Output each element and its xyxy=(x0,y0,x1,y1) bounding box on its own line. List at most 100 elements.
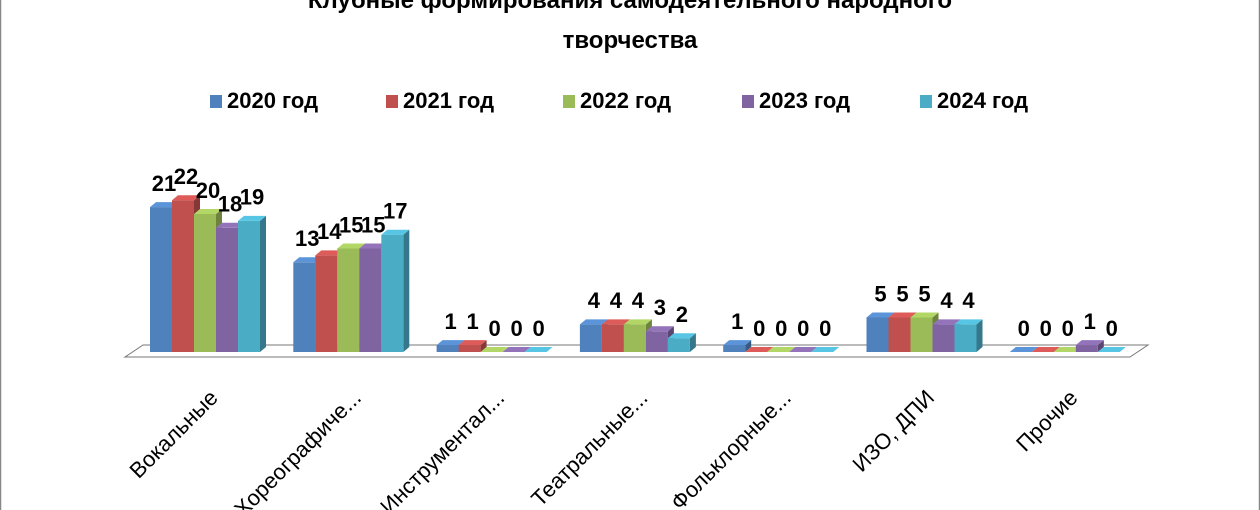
bar-top xyxy=(645,326,674,332)
data-label: 4 xyxy=(632,288,645,313)
bar-top xyxy=(1075,340,1104,346)
bar xyxy=(150,207,172,352)
data-label: 5 xyxy=(896,281,908,306)
bar xyxy=(623,324,646,352)
x-tick-label: Театральные... xyxy=(526,385,652,510)
bar xyxy=(667,338,690,352)
bar xyxy=(436,345,459,352)
bar xyxy=(601,324,624,352)
x-tick-label: Инструментал... xyxy=(375,385,509,510)
bar-top xyxy=(767,347,796,352)
data-label: 1 xyxy=(731,309,743,334)
bar-top xyxy=(337,243,366,249)
bar-side xyxy=(480,340,487,352)
legend-swatch xyxy=(210,95,222,108)
data-label: 14 xyxy=(317,219,342,244)
legend-swatch xyxy=(742,95,754,108)
bar xyxy=(910,317,933,352)
data-label: 13 xyxy=(295,226,319,251)
data-label: 1 xyxy=(444,309,456,334)
bar-top xyxy=(315,250,344,256)
bar xyxy=(359,248,382,352)
bar-top xyxy=(601,319,630,325)
bar-side xyxy=(976,319,983,352)
bar-top xyxy=(1053,347,1082,352)
bar-top xyxy=(359,243,388,249)
bar-side xyxy=(1097,340,1104,352)
bar-top xyxy=(458,340,487,346)
legend-swatch xyxy=(920,95,932,108)
bar-top xyxy=(954,319,983,325)
data-label: 2 xyxy=(676,302,688,327)
bar-top xyxy=(436,340,465,346)
bar-top xyxy=(381,229,410,235)
data-label: 0 xyxy=(1040,316,1052,341)
data-label: 19 xyxy=(240,185,264,210)
x-tick-label: Прочие xyxy=(1011,385,1082,456)
bar-top xyxy=(238,215,266,221)
legend-swatch xyxy=(386,95,398,108)
data-label: 0 xyxy=(1106,316,1118,341)
bar xyxy=(888,317,911,352)
legend-label: 2023 год xyxy=(759,88,850,113)
x-tick-label: ИЗО, ДПИ xyxy=(847,385,939,477)
bar-side xyxy=(689,333,696,352)
data-label: 4 xyxy=(962,288,975,313)
bar xyxy=(645,331,668,352)
x-tick-label: Фольклорные... xyxy=(666,385,796,510)
data-label: 4 xyxy=(940,288,953,313)
bar-top xyxy=(172,195,200,201)
bar-top xyxy=(888,312,917,318)
bar-top xyxy=(579,319,608,325)
data-label: 1 xyxy=(466,309,478,334)
data-label: 0 xyxy=(775,316,787,341)
bar xyxy=(932,324,955,352)
bar xyxy=(216,227,238,352)
bar-top xyxy=(1031,347,1060,352)
bar xyxy=(723,345,746,352)
data-label: 4 xyxy=(610,288,623,313)
bar-top xyxy=(502,347,531,352)
data-label: 0 xyxy=(819,316,831,341)
bar-top xyxy=(194,209,222,214)
data-label: 15 xyxy=(361,212,385,237)
legend-label: 2024 год xyxy=(937,88,1028,113)
data-label: 22 xyxy=(174,164,198,189)
bar-top xyxy=(216,222,244,228)
bar xyxy=(337,248,360,352)
data-label: 0 xyxy=(510,316,522,341)
data-label: 18 xyxy=(218,192,242,217)
bar xyxy=(458,345,481,352)
bar xyxy=(194,214,216,352)
bar-top xyxy=(480,347,509,352)
bar-top xyxy=(293,257,322,263)
bar xyxy=(315,255,338,352)
bar xyxy=(954,324,977,352)
bar-side xyxy=(403,229,410,352)
bar xyxy=(579,324,602,352)
bar xyxy=(866,317,889,352)
data-label: 0 xyxy=(753,316,765,341)
data-label: 17 xyxy=(383,199,407,224)
bar-side xyxy=(260,215,266,352)
data-label: 3 xyxy=(654,295,666,320)
bar xyxy=(172,200,194,352)
data-label: 21 xyxy=(152,171,176,196)
legend-swatch xyxy=(563,95,575,108)
bar-top xyxy=(811,347,840,352)
legend-label: 2022 год xyxy=(580,88,671,113)
bar-top xyxy=(789,347,818,352)
bar-top xyxy=(910,312,939,318)
bar-top xyxy=(623,319,652,325)
bar-top xyxy=(150,202,178,208)
bar-top xyxy=(866,312,895,318)
data-label: 5 xyxy=(874,281,886,306)
bar-side xyxy=(745,340,752,352)
bar-top xyxy=(932,319,961,325)
bar-top xyxy=(524,347,553,352)
data-label: 20 xyxy=(196,178,220,203)
data-label: 15 xyxy=(339,212,363,237)
data-label: 1 xyxy=(1084,309,1096,334)
legend-label: 2021 год xyxy=(403,88,494,113)
